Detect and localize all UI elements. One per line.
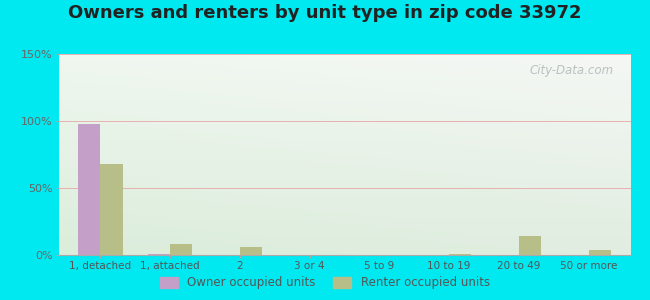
Bar [449,254,471,255]
Bar [100,164,123,255]
Bar [148,254,170,255]
Text: City-Data.com: City-Data.com [529,64,614,77]
Text: Owners and renters by unit type in zip code 33972: Owners and renters by unit type in zip c… [68,4,582,22]
Bar [170,244,192,255]
Bar [589,250,611,255]
Legend: Owner occupied units, Renter occupied units: Owner occupied units, Renter occupied un… [155,272,495,294]
Bar [78,124,100,255]
Bar [240,247,262,255]
Bar [519,236,541,255]
